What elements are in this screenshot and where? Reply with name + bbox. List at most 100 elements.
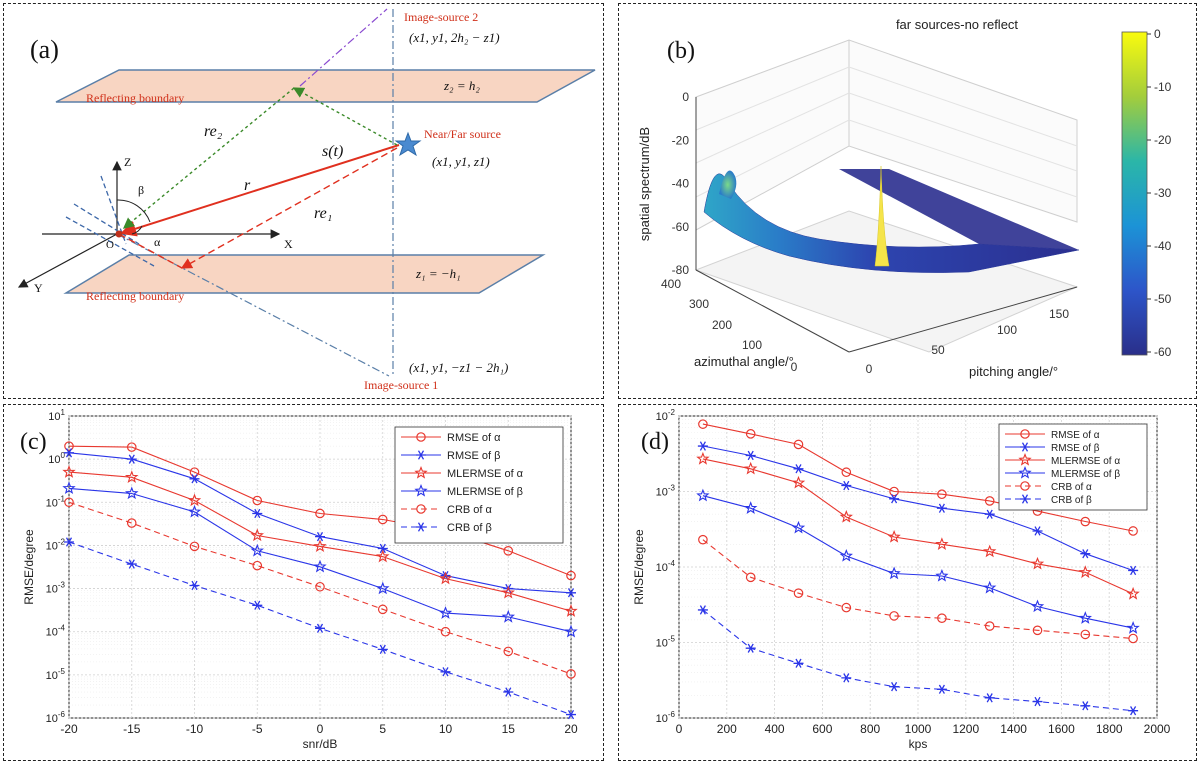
data-point bbox=[841, 602, 852, 613]
data-point bbox=[416, 504, 426, 514]
legend-entry-label: RMSE of β bbox=[1051, 443, 1100, 454]
data-point bbox=[889, 486, 899, 497]
data-point bbox=[1078, 611, 1092, 624]
x-tick-label: 400 bbox=[765, 722, 785, 736]
colorbar-ticks: 0 -10 -20 -30 -40 -50 -60 bbox=[1147, 27, 1172, 359]
panel-label-b: (b) bbox=[667, 38, 695, 64]
x-axis-label: X bbox=[284, 237, 293, 251]
y-axis-title: RMSE/degree bbox=[22, 529, 36, 605]
data-point bbox=[313, 559, 327, 573]
z-ticks: 0 -20 -40 -60 -80 bbox=[672, 90, 690, 277]
x-tick-label: -5 bbox=[252, 722, 263, 736]
data-point bbox=[566, 570, 576, 581]
origin-point bbox=[115, 230, 123, 238]
y-tick-label: 10-3 bbox=[46, 581, 66, 596]
data-point bbox=[791, 520, 806, 534]
azimuth-axis-line bbox=[695, 269, 850, 353]
y-axis-title: RMSE/degree bbox=[632, 529, 646, 605]
data-point bbox=[1018, 452, 1032, 466]
data-point bbox=[375, 549, 390, 563]
data-point bbox=[793, 658, 804, 668]
x-tick-label: 1400 bbox=[1000, 722, 1027, 736]
data-point bbox=[187, 493, 202, 507]
colorbar-tick-label: -30 bbox=[1154, 186, 1172, 200]
pitch-tick-label: 50 bbox=[931, 343, 945, 357]
y-axis-label: Y bbox=[34, 281, 43, 295]
data-point bbox=[936, 684, 947, 694]
x-tick-label: 2000 bbox=[1144, 722, 1171, 736]
y-tick-label: 10-4 bbox=[46, 624, 66, 639]
series-line bbox=[68, 471, 572, 612]
data-point bbox=[793, 588, 804, 598]
legend-entry-label: RMSE of β bbox=[447, 450, 500, 462]
data-point bbox=[416, 432, 426, 442]
data-point bbox=[1032, 625, 1043, 636]
pitch-tick-label: 100 bbox=[997, 323, 1017, 337]
reflected-path-re1 bbox=[180, 147, 398, 269]
y-tick-label: 10-2 bbox=[656, 408, 676, 423]
geometry-diagram: (a) Image-source 2 (x1, y1, 2h₂ − z1) Re… bbox=[17, 8, 596, 392]
source-label: Near/Far source bbox=[424, 127, 501, 141]
upper-boundary-label: Reflecting boundary bbox=[86, 91, 184, 105]
data-point bbox=[440, 626, 451, 637]
data-point bbox=[745, 450, 756, 461]
beta-label: β bbox=[138, 183, 144, 197]
image-source-2-coords: (x1, y1, 2h₂ − z1) bbox=[409, 30, 500, 45]
series-line bbox=[702, 445, 1134, 572]
z-tick-label: -80 bbox=[672, 263, 690, 277]
panel-label: (d) bbox=[641, 429, 669, 455]
array-line bbox=[73, 203, 140, 245]
x-tick-label: 1000 bbox=[905, 722, 932, 736]
colorbar-tick-label: -40 bbox=[1154, 239, 1172, 253]
data-point bbox=[793, 464, 804, 474]
data-point bbox=[416, 522, 426, 532]
series-2 bbox=[696, 451, 1140, 600]
data-point bbox=[1128, 526, 1138, 536]
legend-entry-label: MLERMSE of β bbox=[447, 486, 523, 498]
y-tick-label: 10-5 bbox=[656, 635, 676, 650]
series-line bbox=[68, 487, 572, 633]
series-line bbox=[702, 609, 1134, 712]
x-tick-label: 600 bbox=[812, 722, 832, 736]
data-point bbox=[1020, 429, 1030, 439]
data-point bbox=[1030, 556, 1045, 570]
data-point bbox=[697, 605, 708, 615]
data-point bbox=[745, 572, 756, 583]
data-point bbox=[1078, 565, 1093, 579]
y-tick-label: 100 bbox=[48, 451, 65, 466]
data-point bbox=[124, 470, 139, 483]
data-point bbox=[935, 537, 949, 550]
reflected-path-re1-segment bbox=[118, 233, 183, 269]
azimuth-axis-title: azimuthal angle/° bbox=[694, 354, 794, 369]
x-tick-label: 0 bbox=[317, 722, 324, 736]
data-point bbox=[566, 709, 576, 720]
data-point bbox=[315, 508, 325, 519]
data-point bbox=[566, 588, 576, 598]
z-tick-label: -60 bbox=[672, 220, 690, 234]
panel-b-3d-spectrum: far sources-no reflect spatial spectrum/… bbox=[618, 3, 1197, 399]
data-point bbox=[1020, 442, 1030, 452]
pitch-axis-title: pitching angle/° bbox=[969, 364, 1058, 379]
azimuth-tick-label: 100 bbox=[742, 338, 762, 352]
data-point bbox=[126, 454, 137, 464]
data-point bbox=[252, 600, 263, 610]
spectrum-surface-top bbox=[839, 169, 1079, 250]
upper-reflecting-boundary bbox=[55, 69, 596, 103]
data-point bbox=[793, 439, 804, 450]
data-point bbox=[1020, 481, 1030, 491]
source-star-icon bbox=[394, 131, 422, 157]
x-tick-label: 15 bbox=[502, 722, 516, 736]
data-point bbox=[698, 419, 708, 429]
data-point bbox=[1128, 565, 1139, 576]
legend-entry-label: RMSE of α bbox=[1051, 430, 1100, 441]
data-point bbox=[503, 646, 514, 657]
data-point bbox=[1080, 701, 1091, 711]
data-point bbox=[889, 494, 900, 504]
colorbar-tick-label: 0 bbox=[1154, 27, 1161, 41]
data-point bbox=[315, 531, 325, 542]
y-tick-label: 101 bbox=[48, 408, 65, 423]
data-point bbox=[250, 528, 265, 542]
series-5 bbox=[64, 537, 576, 720]
data-point bbox=[414, 483, 428, 497]
